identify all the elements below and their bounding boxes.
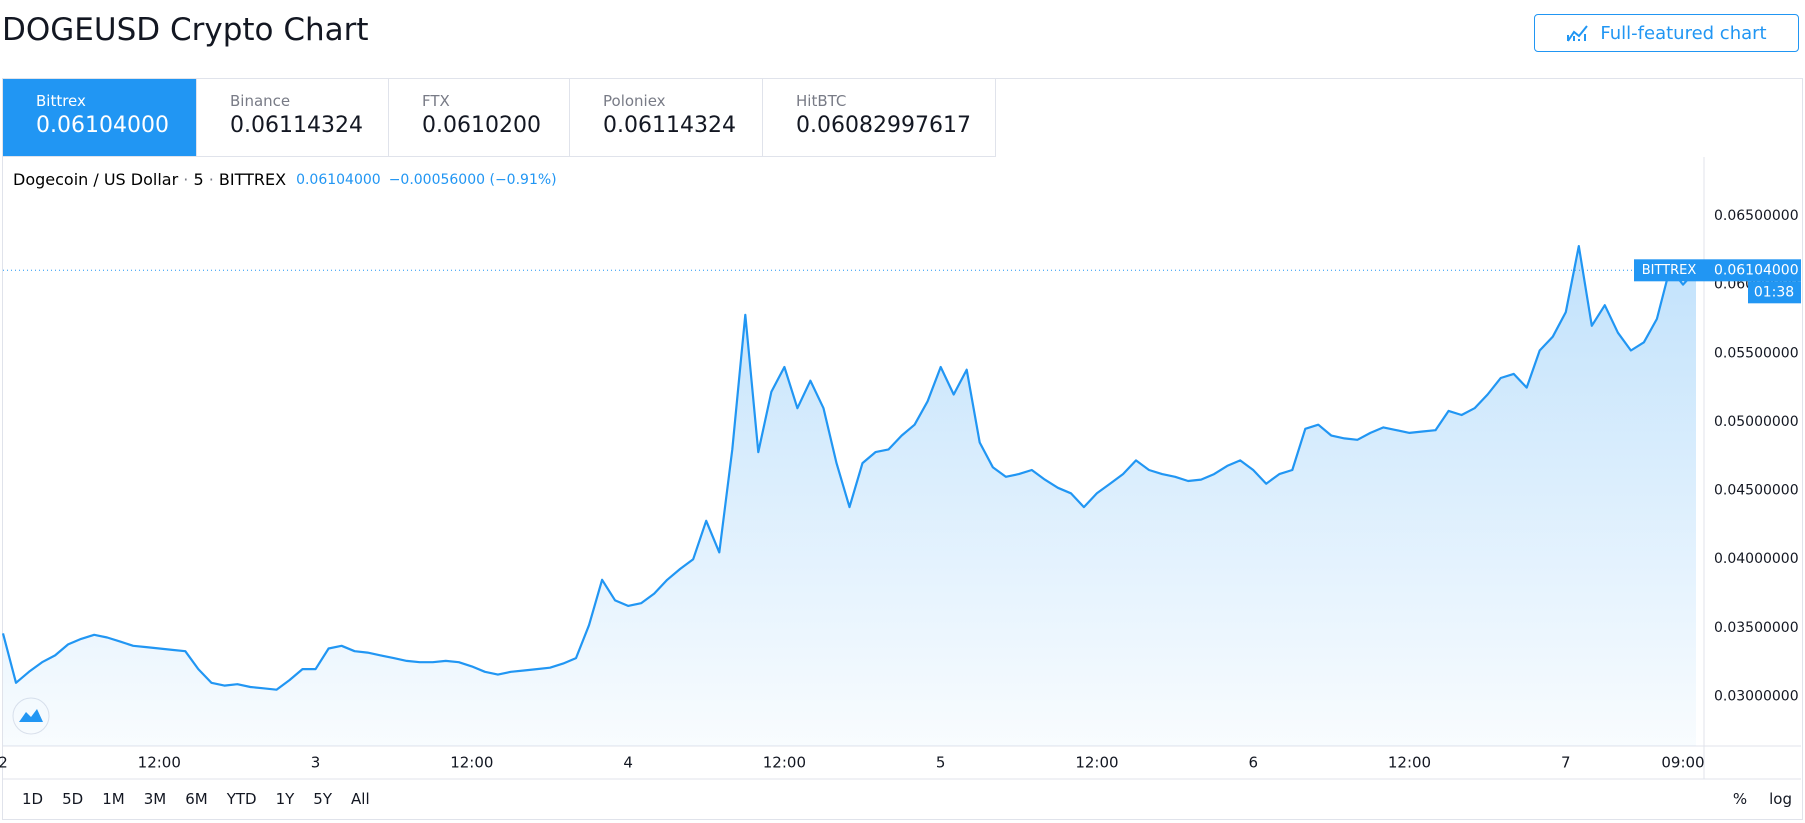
range-button[interactable]: 5Y (313, 790, 333, 808)
scale-option[interactable]: % (1732, 790, 1748, 808)
exchange-tab[interactable]: HitBTC 0.06082997617 (763, 79, 996, 157)
exchange-tab[interactable]: Poloniex 0.06114324 (570, 79, 763, 157)
range-button[interactable]: 5D (62, 790, 84, 808)
chart-icon (1567, 25, 1589, 42)
scale-option[interactable]: log (1769, 790, 1792, 808)
range-button[interactable]: 6M (185, 790, 208, 808)
full-chart-button[interactable]: Full-featured chart (1534, 14, 1799, 52)
button-label: Full-featured chart (1600, 22, 1767, 44)
range-button[interactable]: 1Y (275, 790, 295, 808)
exchange-name: Bittrex (36, 92, 86, 110)
exchange-price: 0.06114324 (603, 113, 736, 138)
page-title: DOGEUSD Crypto Chart (2, 12, 369, 48)
exchange-tab[interactable]: FTX 0.0610200 (389, 79, 570, 157)
range-button[interactable]: YTD (226, 790, 257, 808)
exchange-tabs: Bittrex 0.06104000 Binance 0.06114324 FTX 0.0… (3, 79, 996, 157)
exchange-name: HitBTC (796, 92, 847, 110)
exchange-price: 0.06104000 (36, 113, 169, 138)
range-button[interactable]: 3M (143, 790, 167, 808)
exchange-name: Poloniex (603, 92, 666, 110)
exchange-tab[interactable]: Bittrex 0.06104000 (3, 79, 197, 157)
range-toolbar: 1D 5D 1M 3M 6M YTD 1Y 5Y All% log (3, 780, 1801, 818)
range-button[interactable]: All (351, 790, 370, 808)
range-button[interactable]: 1M (102, 790, 125, 808)
exchange-name: Binance (230, 92, 291, 110)
exchange-price: 0.06082997617 (796, 113, 971, 138)
range-buttons: 1D 5D 1M 3M 6M YTD 1Y 5Y All (3, 790, 370, 808)
range-button[interactable]: 1D (22, 790, 44, 808)
scale-options: % log (1733, 790, 1792, 808)
exchange-price: 0.06114324 (230, 113, 363, 138)
exchange-price: 0.0610200 (422, 113, 541, 138)
exchange-tab[interactable]: Binance 0.06114324 (197, 79, 389, 157)
widget-frame (2, 78, 1803, 820)
exchange-name: FTX (422, 92, 450, 110)
